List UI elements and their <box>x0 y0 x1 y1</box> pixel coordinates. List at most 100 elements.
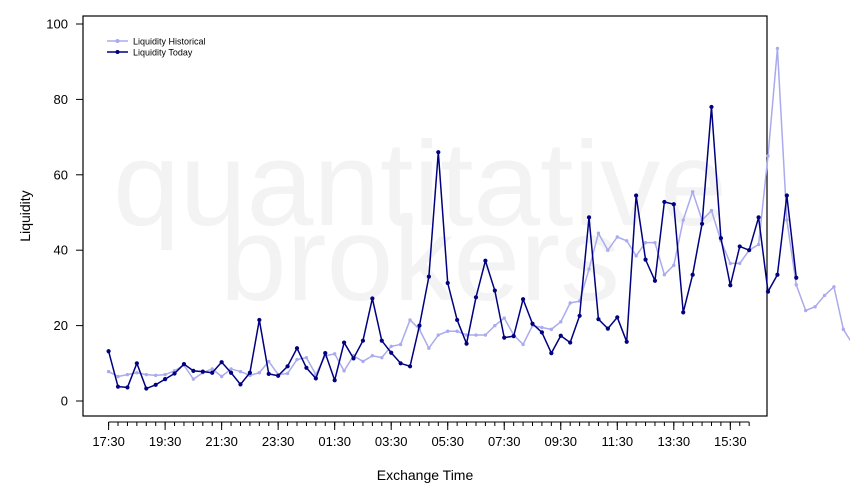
data-point-today <box>351 356 356 361</box>
data-point-today <box>473 295 479 300</box>
data-point-today <box>153 382 158 387</box>
data-point-today <box>624 339 629 344</box>
y-axis-title: Liquidity <box>17 190 33 241</box>
data-point-today <box>539 330 545 335</box>
data-point-today <box>634 193 639 198</box>
x-tick-label: 05:30 <box>431 434 464 449</box>
data-point-today <box>313 376 318 381</box>
data-point-historical <box>116 374 120 379</box>
data-point-today <box>238 382 243 387</box>
watermark-line-2: brokers <box>220 192 620 326</box>
data-point-historical <box>690 190 695 194</box>
x-tick-label: 09:30 <box>544 434 577 449</box>
data-point-today <box>483 258 488 263</box>
data-point-historical <box>446 329 450 333</box>
data-point-today <box>671 202 676 207</box>
data-point-historical <box>634 254 638 258</box>
data-point-today <box>455 317 460 323</box>
data-point-historical <box>135 371 139 375</box>
data-point-historical <box>521 342 525 347</box>
legend-marker-today <box>115 50 120 54</box>
data-point-historical <box>285 371 290 376</box>
data-point-historical <box>342 369 346 373</box>
x-axis-title: Exchange Time <box>377 467 474 483</box>
data-point-historical <box>709 208 714 213</box>
data-point-historical <box>257 371 262 375</box>
y-tick-label: 100 <box>46 17 68 32</box>
x-tick-label: 01:30 <box>318 434 351 449</box>
data-point-historical <box>643 240 648 245</box>
legend: Liquidity Historical Liquidity Today <box>107 37 206 58</box>
data-point-historical <box>803 308 808 313</box>
data-point-historical <box>125 372 130 377</box>
x-axis: 17:30 19:30 21:30 23:30 01:30 03:30 05:30 07:30… <box>92 421 750 449</box>
data-point-historical <box>766 154 770 158</box>
data-point-today <box>699 221 705 226</box>
data-point-historical <box>568 301 572 305</box>
data-point-historical <box>559 320 563 324</box>
x-tick-label: 07:30 <box>488 434 521 449</box>
data-point-today <box>247 370 252 375</box>
data-point-today <box>342 340 347 345</box>
data-point-today <box>737 244 742 249</box>
data-point-today <box>681 310 686 315</box>
data-point-today <box>520 297 526 302</box>
data-point-historical <box>370 354 375 358</box>
series-layer <box>106 46 850 391</box>
data-point-historical <box>785 218 789 222</box>
x-tick-label: 21:30 <box>205 434 238 449</box>
data-point-historical <box>606 248 610 252</box>
data-point-today <box>398 361 403 366</box>
data-point-historical <box>191 377 196 381</box>
data-point-today <box>756 215 761 220</box>
data-point-today <box>577 313 582 318</box>
data-point-today <box>115 384 121 389</box>
y-tick-label: 0 <box>61 394 68 409</box>
x-tick-label: 23:30 <box>262 434 295 449</box>
data-point-historical <box>106 369 111 374</box>
series-line-today <box>107 106 798 390</box>
data-point-today <box>643 257 648 262</box>
data-point-today <box>219 360 224 365</box>
data-point-historical <box>794 283 798 287</box>
data-point-today <box>125 385 130 390</box>
data-point-historical <box>681 218 685 222</box>
data-point-historical <box>625 239 629 243</box>
data-point-historical <box>587 267 591 271</box>
data-point-historical <box>332 352 337 356</box>
data-point-historical <box>361 359 365 364</box>
data-point-historical <box>144 372 148 377</box>
data-point-today <box>210 370 215 375</box>
data-point-historical <box>832 285 836 289</box>
data-point-today <box>709 104 714 110</box>
series-today <box>106 104 799 391</box>
y-tick-label: 40 <box>54 243 68 258</box>
data-point-today <box>775 272 780 277</box>
data-point-today <box>106 349 111 354</box>
data-point-today <box>323 351 328 356</box>
data-point-historical <box>229 367 233 371</box>
data-point-historical <box>408 318 412 322</box>
data-point-today <box>502 335 507 340</box>
x-tick-label: 13:30 <box>658 434 691 449</box>
y-tick-label: 80 <box>54 92 68 107</box>
data-point-today <box>257 317 262 323</box>
data-point-historical <box>398 342 403 347</box>
data-point-today <box>605 326 610 331</box>
data-point-today <box>360 338 366 343</box>
data-point-today <box>568 340 573 345</box>
data-point-today <box>389 350 394 355</box>
data-point-today <box>417 323 422 328</box>
data-point-historical <box>813 305 817 309</box>
data-point-historical <box>455 329 459 333</box>
data-point-historical <box>154 373 158 378</box>
data-point-today <box>285 364 290 369</box>
data-point-today <box>511 334 516 339</box>
x-tick-label: 03:30 <box>375 434 408 449</box>
data-point-today <box>549 351 554 356</box>
data-point-today <box>445 280 450 286</box>
data-point-historical <box>389 344 393 349</box>
data-point-historical <box>483 333 488 337</box>
data-point-today <box>134 361 139 366</box>
